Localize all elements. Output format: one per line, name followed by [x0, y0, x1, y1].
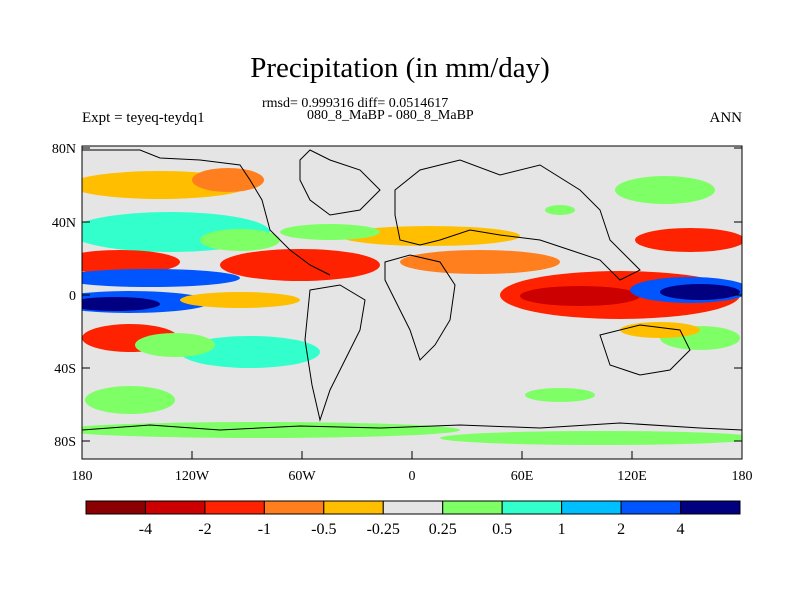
colorbar-swatch-0 — [85, 500, 146, 515]
colorbar-swatch-1 — [144, 500, 206, 515]
colorbar-label-4: -0.25 — [367, 521, 400, 538]
navy-core-west — [82, 297, 160, 311]
lat-label-80n: 80N — [52, 142, 76, 157]
orange-band-equator-south — [180, 292, 300, 308]
lon-label-120w: 120W — [175, 469, 210, 484]
colorbar-label-7: 1 — [558, 521, 566, 538]
darkred-core-indian-ocean — [520, 286, 640, 306]
lat-ticks — [82, 147, 742, 442]
colorbar-swatch-3 — [263, 500, 325, 515]
colorbar-swatch-9 — [620, 500, 682, 515]
colorbar-swatch-7 — [501, 500, 563, 515]
green-band-antarctic — [82, 422, 460, 438]
lat-label-40n: 40N — [52, 216, 76, 231]
lon-label-60e: 60E — [511, 469, 534, 484]
colorbar-swatch-10 — [680, 500, 741, 515]
colorbar-label-5: 0.25 — [429, 521, 457, 538]
coast-africa — [384, 254, 456, 361]
colorbar-labels: -4 -2 -1 -0.5 -0.25 0.25 0.5 1 2 4 — [139, 521, 685, 538]
lon-ticks — [191, 451, 633, 459]
orange-band-africa — [400, 250, 560, 274]
coast-australia — [599, 324, 691, 376]
season-label: ANN — [709, 110, 743, 126]
colorbar-swatch-4 — [323, 500, 384, 515]
green-patch-north — [200, 229, 280, 251]
green-band-north-atlantic — [280, 224, 380, 240]
lon-label-60w: 60W — [288, 469, 316, 484]
orange-patch-south-east — [620, 322, 700, 338]
colorbar-label-9: 4 — [677, 521, 685, 538]
experiment-label: Expt = teyeq-teydq1 — [82, 110, 205, 126]
coast-antarctica — [82, 422, 742, 431]
orange-patch-north-pacific — [192, 168, 264, 192]
coastlines — [82, 149, 742, 431]
coast-north-america — [82, 149, 331, 276]
green-patch-southern-ocean — [85, 386, 175, 414]
precip-field — [82, 146, 742, 459]
colorbar-label-0: -4 — [139, 521, 152, 538]
colorbar-swatch-2 — [204, 500, 265, 515]
green-patch-south-pacific — [135, 333, 215, 357]
green-patch-south-indian — [525, 388, 595, 402]
coast-eurasia — [394, 159, 641, 281]
colorbar — [85, 500, 741, 515]
plot-title: Precipitation (in mm/day) — [250, 52, 550, 84]
green-speck-east — [545, 205, 575, 215]
lat-label-40s: 40S — [54, 362, 76, 377]
green-band-antarctic-east — [440, 431, 742, 445]
lat-label-80s: 80S — [54, 435, 76, 450]
lon-label-180w: 180 — [72, 469, 93, 484]
colorbar-swatch-8 — [561, 500, 622, 515]
green-patch-asia — [615, 176, 715, 204]
case-names: 080_8_MaBP - 080_8_MaBP — [307, 108, 474, 123]
red-band-west-edge-north — [82, 250, 180, 274]
plot-stats: rmsd= 0.999316 diff= 0.0514617 — [262, 96, 449, 111]
colorbar-swatch-6 — [442, 500, 503, 515]
cyan-patch-south-pacific — [180, 336, 320, 368]
lat-label-0: 0 — [69, 289, 76, 304]
colorbar-label-3: -0.5 — [311, 521, 336, 538]
red-patch-west-pacific-north — [635, 228, 742, 252]
lon-label-0: 0 — [409, 469, 416, 484]
lon-label-180e: 180 — [732, 469, 753, 484]
navy-core-east — [660, 284, 740, 300]
lon-label-120e: 120E — [617, 469, 647, 484]
colorbar-label-2: -1 — [258, 521, 271, 538]
coast-south-america — [304, 284, 366, 422]
red-band-equator-west — [220, 249, 380, 281]
colorbar-label-1: -2 — [198, 521, 211, 538]
colorbar-label-8: 2 — [617, 521, 625, 538]
colorbar-label-6: 0.5 — [492, 521, 512, 538]
coast-greenland — [299, 149, 381, 216]
blue-band-west — [82, 269, 240, 287]
colorbar-swatch-5 — [382, 500, 444, 515]
